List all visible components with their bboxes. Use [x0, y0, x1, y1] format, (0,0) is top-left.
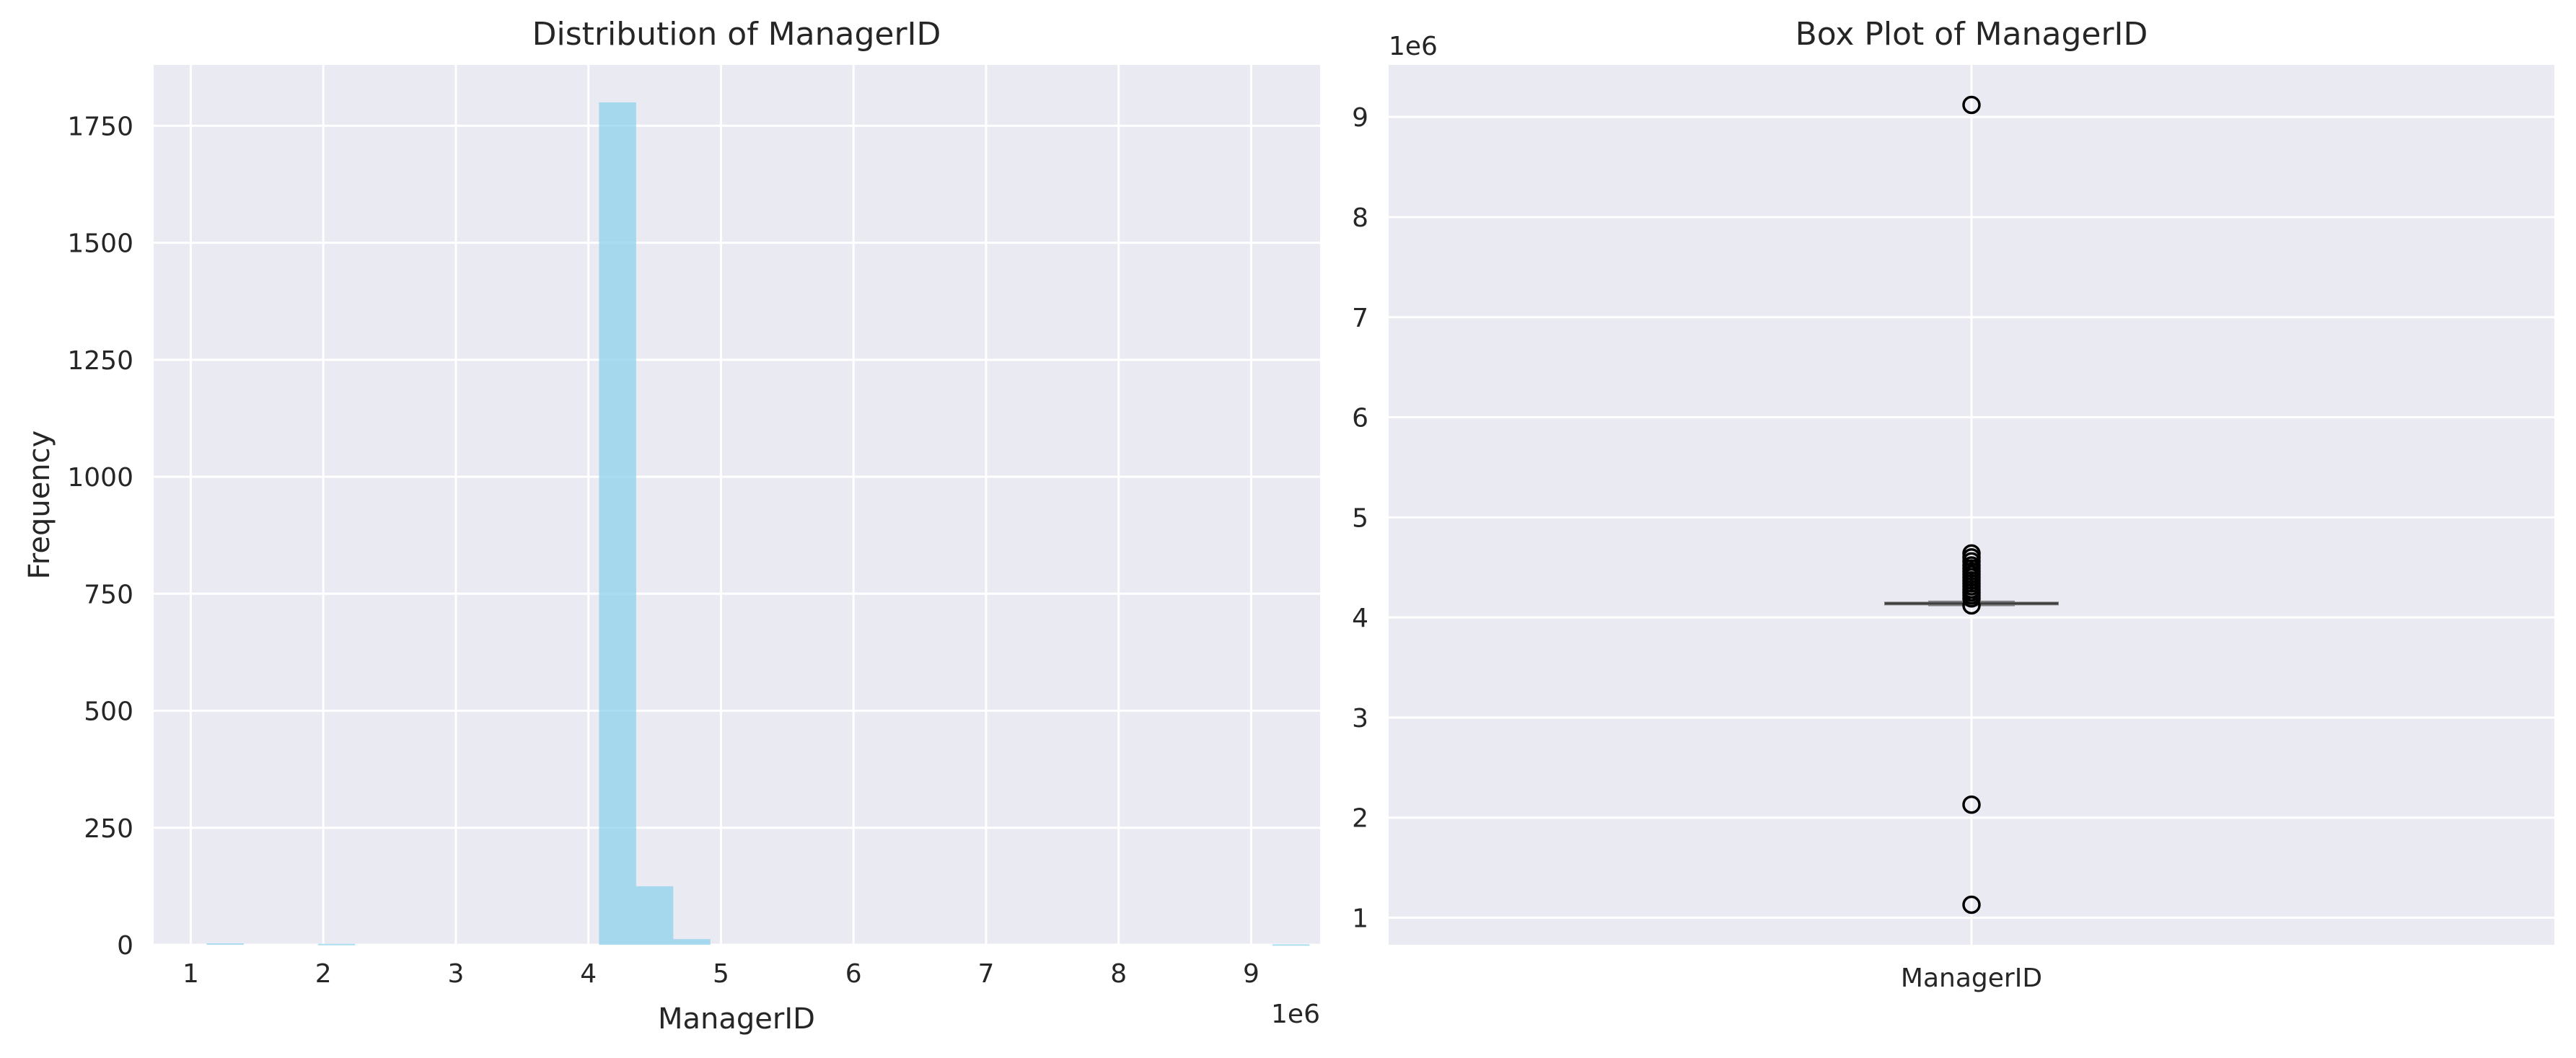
histogram-y-tick-label: 0 — [117, 931, 133, 961]
histogram-y-tick-label: 1250 — [67, 346, 133, 376]
boxplot-y-tick-label: 2 — [1352, 804, 1368, 834]
histogram-x-tick-label: 3 — [447, 959, 464, 989]
histogram-bars — [206, 102, 1310, 946]
histogram-title: Distribution of ManagerID — [532, 16, 941, 53]
boxplot-y-tick-label: 5 — [1352, 503, 1368, 533]
histogram-bar — [317, 943, 356, 945]
histogram-x-axis-label: ManagerID — [658, 1002, 815, 1036]
boxplot-outlier-point — [1962, 95, 1981, 115]
histogram-bar — [206, 943, 244, 945]
boxplot-panel: 1 2 3 4 5 6 7 8 9 Box Plot of ManagerID ManagerI… — [1352, 16, 2554, 993]
boxplot-outliers — [1962, 95, 1981, 914]
histogram-bar — [636, 886, 674, 945]
histogram-y-tick-label: 750 — [84, 580, 133, 609]
boxplot-y-tick-label: 1 — [1352, 904, 1368, 934]
boxplot-y-tick-label: 3 — [1352, 704, 1368, 733]
histogram-x-tick-label: 8 — [1110, 959, 1127, 989]
histogram-y-ticks: 0 250 500 750 1000 1250 1500 1750 — [67, 112, 133, 961]
boxplot-y-tick-label: 6 — [1352, 404, 1368, 433]
boxplot-outlier-point — [1962, 589, 1981, 608]
boxplot-y-tick-label: 9 — [1352, 103, 1368, 133]
boxplot-y-tick-label: 4 — [1352, 604, 1368, 633]
boxplot-title: Box Plot of ManagerID — [1795, 16, 2148, 53]
histogram-bar — [599, 102, 636, 945]
histogram-x-tick-label: 2 — [315, 959, 332, 989]
histogram-y-tick-label: 1750 — [67, 112, 133, 141]
boxplot-y-tick-label: 8 — [1352, 203, 1368, 233]
boxplot-y-tick-label: 7 — [1352, 304, 1368, 333]
histogram-y-tick-label: 1500 — [67, 229, 133, 259]
histogram-x-tick-label: 1 — [183, 959, 199, 989]
histogram-y-tick-label: 250 — [84, 814, 133, 844]
histogram-y-tick-label: 1000 — [67, 463, 133, 493]
histogram-y-tick-label: 500 — [84, 697, 133, 727]
histogram-x-offset-text: 1e6 — [1271, 1000, 1320, 1029]
histogram-y-axis-label: Frequency — [23, 431, 56, 580]
boxplot-gridlines — [1389, 65, 2554, 945]
histogram-x-tick-label: 7 — [977, 959, 994, 989]
histogram-x-tick-label: 6 — [845, 959, 862, 989]
histogram-gridlines — [154, 65, 1320, 946]
histogram-bar — [1272, 944, 1310, 946]
boxplot-outlier-point — [1962, 895, 1981, 914]
boxplot-outlier-point — [1962, 795, 1981, 814]
boxplot-category-label: ManagerID — [1901, 964, 2042, 993]
boxplot-outlier-point — [1962, 596, 1981, 615]
histogram-x-tick-label: 9 — [1243, 959, 1260, 989]
boxplot-y-offset-text: 1e6 — [1389, 32, 1438, 61]
histogram-x-tick-label: 5 — [713, 959, 729, 989]
histogram-plot-area — [154, 65, 1320, 945]
boxplot-y-ticks: 1 2 3 4 5 6 7 8 9 — [1352, 103, 1368, 933]
histogram-panel: 1 2 3 4 5 6 7 8 9 0 250 500 750 1000 1250 1500 1750 Dis… — [23, 16, 1320, 1036]
histogram-bar — [673, 939, 711, 945]
histogram-x-tick-label: 4 — [580, 959, 597, 989]
histogram-x-ticks: 1 2 3 4 5 6 7 8 9 — [183, 959, 1260, 989]
